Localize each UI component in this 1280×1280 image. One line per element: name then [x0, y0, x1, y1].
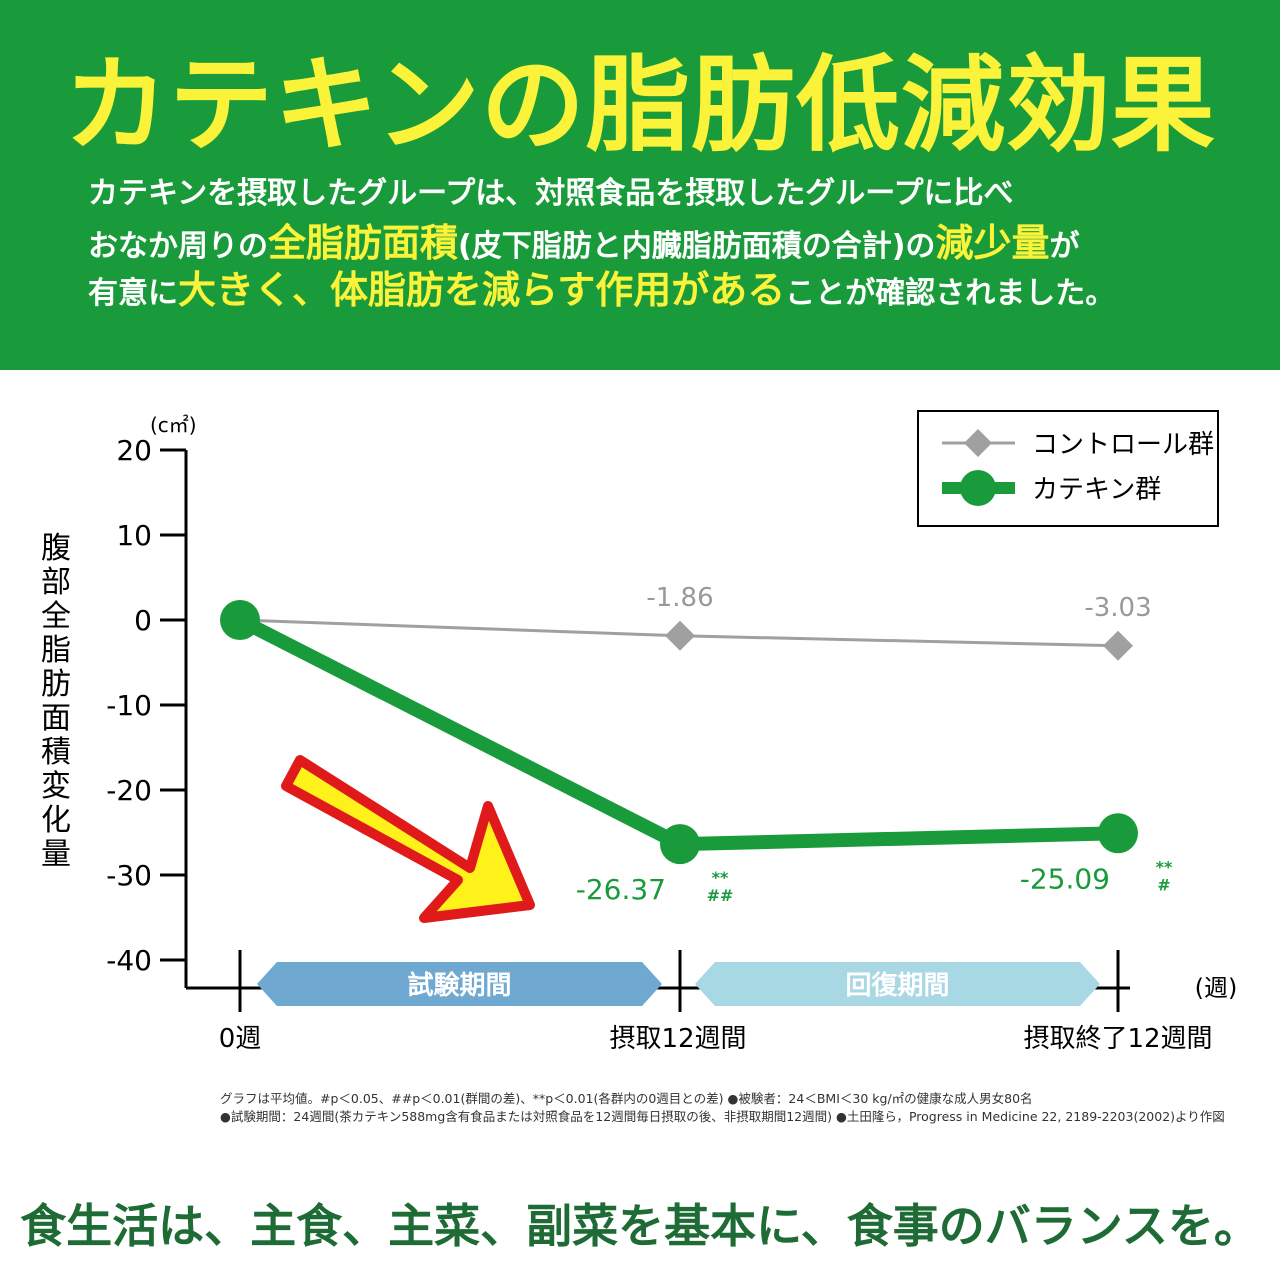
y-tick-label: -40	[106, 944, 152, 977]
description-text: が	[1049, 229, 1080, 264]
footer-message: 食生活は、主食、主菜、副菜を基本に、食事のバランスを。	[20, 1199, 1260, 1253]
description-text: (皮下脂肪と内臓脂肪面積の合計)の	[458, 229, 936, 264]
description-line-2: おなか周りの全脂肪面積(皮下脂肪と内臓脂肪面積の合計)の減少量が	[88, 221, 1079, 267]
data-label: -3.03	[1084, 593, 1151, 623]
series-point	[660, 824, 700, 865]
legend-box	[917, 410, 1219, 527]
data-label: -26.37	[576, 873, 666, 906]
description-text: 有意に	[88, 276, 178, 311]
description-line-1: カテキンを摂取したグループは、対照食品を摂取したグループに比べ	[88, 176, 1014, 211]
y-axis-title-char: 量	[41, 837, 71, 872]
description-line-3: 有意に大きく、体脂肪を減らす作用があることが確認されました。	[88, 268, 1115, 314]
y-tick-label: 0	[134, 604, 152, 637]
y-tick-label: 20	[116, 434, 152, 467]
y-axis-title-char: 面	[41, 701, 71, 736]
y-axis-title-char: 全	[41, 599, 71, 634]
y-axis-title-char: 積	[41, 735, 71, 770]
data-label: -1.86	[646, 583, 713, 613]
page-title: カテキンの脂肪低減効果	[64, 44, 1216, 166]
significance-mark: **	[712, 868, 729, 887]
significance-mark: ##	[707, 886, 734, 905]
y-axis-title-char: 肪	[41, 667, 71, 702]
highlight-text: 大きく、体脂肪を減らす作用がある	[178, 268, 786, 312]
significance-mark: **	[1156, 857, 1173, 876]
y-tick-label: -20	[106, 774, 152, 807]
highlight-text: 全脂肪面積	[268, 221, 459, 265]
x-category-label: 0週	[219, 1024, 262, 1054]
y-tick-label: -30	[106, 859, 152, 892]
period-band	[257, 962, 662, 1006]
series-point	[665, 620, 695, 651]
description-text: おなか周りの	[88, 229, 268, 264]
y-axis-title-char: 腹	[41, 531, 71, 566]
y-axis-title-char: 脂	[41, 633, 71, 668]
x-category-label: 摂取終了12週間	[1023, 1024, 1212, 1054]
description-text: ことが確認されました。	[785, 276, 1116, 311]
legend-marker-diamond	[964, 429, 992, 457]
series-point	[220, 600, 260, 640]
x-unit-label: (週)	[1195, 974, 1238, 1002]
legend-label: カテキン群	[1032, 475, 1161, 505]
y-axis-title-char: 化	[41, 803, 71, 838]
y-unit-label: (c㎡)	[150, 413, 197, 437]
legend-label: コントロール群	[1032, 430, 1214, 460]
header-banner: カテキンの脂肪低減効果 カテキンを摂取したグループは、対照食品を摂取したグループ…	[0, 0, 1280, 370]
period-label: 試験期間	[407, 970, 511, 1001]
series-point	[1098, 813, 1138, 854]
y-tick-label: 10	[116, 519, 152, 552]
period-label: 回復期間	[845, 970, 949, 1001]
highlight-text: 減少量	[935, 221, 1050, 265]
period-band	[695, 962, 1100, 1006]
footnote-1: グラフは平均値。#p＜0.05、##p＜0.01(群間の差)、**p＜0.01(…	[220, 1091, 1033, 1106]
y-axis-title-char: 部	[41, 565, 71, 600]
y-tick-label: -10	[106, 689, 152, 722]
series-point	[1103, 630, 1133, 661]
legend-marker-circle	[960, 470, 996, 506]
significance-mark: #	[1157, 875, 1170, 894]
x-category-label: 摂取12週間	[609, 1024, 746, 1054]
y-axis-title-char: 変	[41, 769, 71, 804]
down-arrow-icon	[281, 755, 535, 923]
footnote-2: ●試験期間：24週間(茶カテキン588mg含有食品または対照食品を12週間毎日摂…	[220, 1109, 1225, 1124]
data-label: -25.09	[1020, 862, 1110, 895]
